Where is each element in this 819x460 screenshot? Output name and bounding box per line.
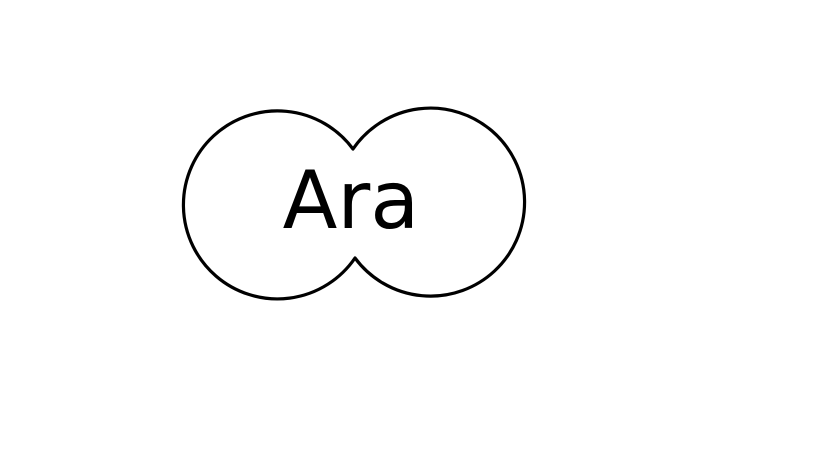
- overlapping-circles-outline: [181, 106, 527, 301]
- diagram-label: Ara: [283, 154, 420, 247]
